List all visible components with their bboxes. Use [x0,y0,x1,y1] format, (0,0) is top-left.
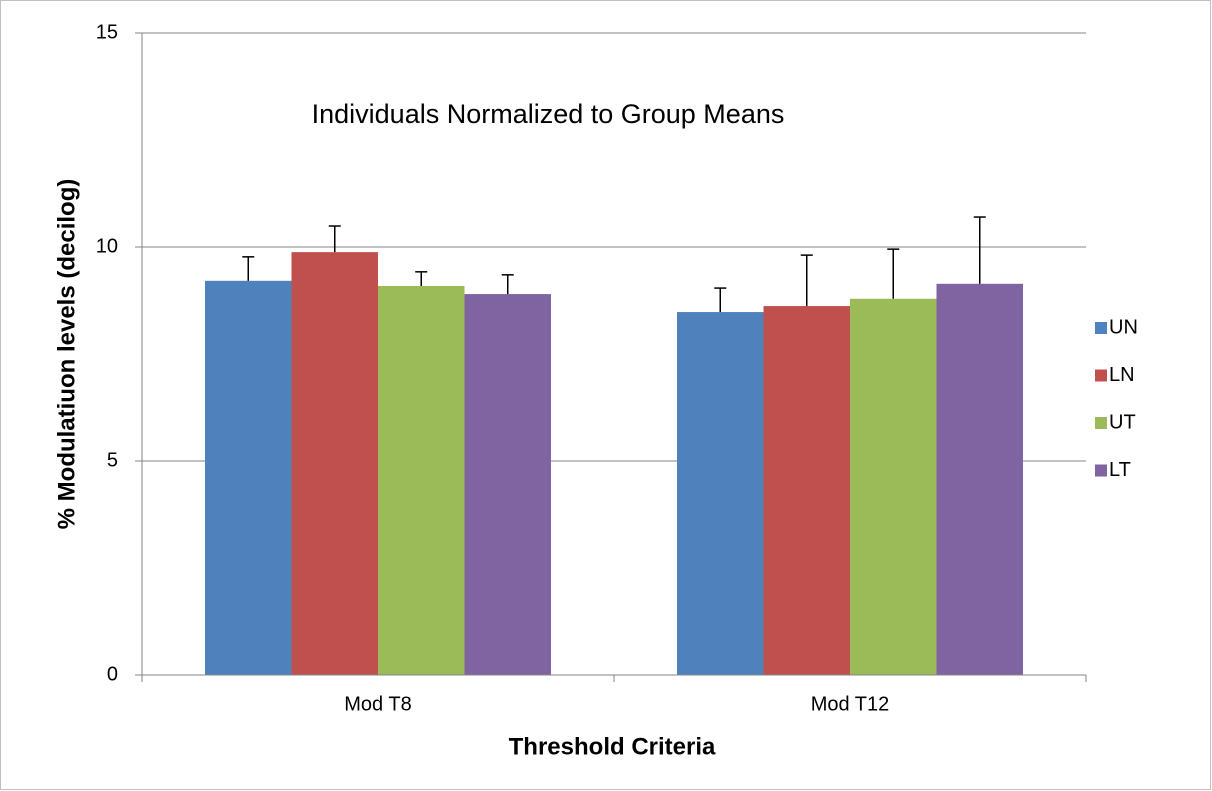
legend-swatch [1095,417,1107,429]
legend-label: LN [1109,364,1135,386]
bar [291,252,378,676]
y-tick-label: 10 [96,235,118,257]
legend-swatch [1095,464,1107,477]
legend-label: LT [1109,459,1131,481]
x-tick-label: Mod T12 [811,693,890,715]
bar [205,280,292,675]
bar [378,285,465,675]
y-axis-label: % Modulatiuon levels (decilog) [53,179,80,530]
x-tick-label: Mod T8 [344,693,411,715]
y-tick-label: 15 [96,21,118,43]
bar [936,283,1023,675]
bar [677,312,764,675]
bar [763,306,850,675]
y-tick-label: 0 [107,663,118,685]
legend-label: UN [1109,316,1138,338]
legend-swatch [1095,322,1107,334]
x-axis-label: Threshold Criteria [509,733,716,760]
bar [464,294,551,675]
y-tick-label: 5 [107,449,118,471]
legend-label: UT [1109,411,1136,433]
chart-title: Individuals Normalized to Group Means [312,99,785,129]
bar [850,298,937,675]
legend-swatch [1095,369,1107,382]
